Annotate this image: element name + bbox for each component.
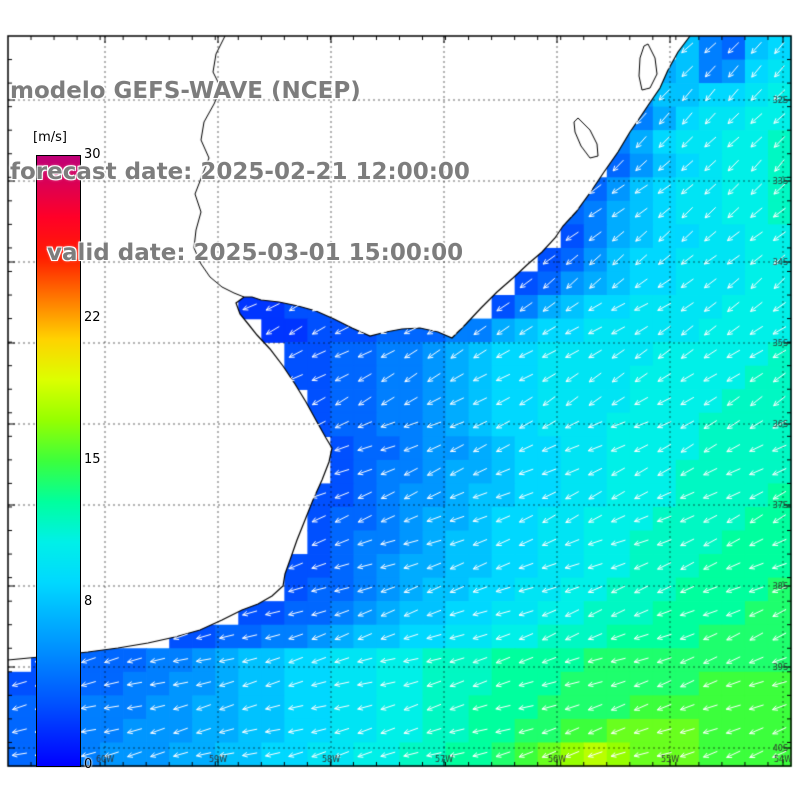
colorbar-gradient [36,155,81,767]
colorbar-tick-label: 30 [84,147,101,162]
colorbar-tick-label: 0 [84,757,93,772]
valid-date: valid date: 2025-03-01 15:00:00 [47,240,464,266]
colorbar-tick-label: 22 [84,309,101,325]
colorbar-tick-label: 15 [84,452,101,467]
colorbar-tick-label: 8 [84,594,93,610]
forecast-date: forecast date: 2025-02-21 12:00:00 [10,159,470,185]
model-title: modelo GEFS-WAVE (NCEP) [10,78,361,104]
title-block: modelo GEFS-WAVE (NCEP) forecast date: 2… [10,24,470,321]
colorbar-unit-label: [m/s] [33,130,67,145]
